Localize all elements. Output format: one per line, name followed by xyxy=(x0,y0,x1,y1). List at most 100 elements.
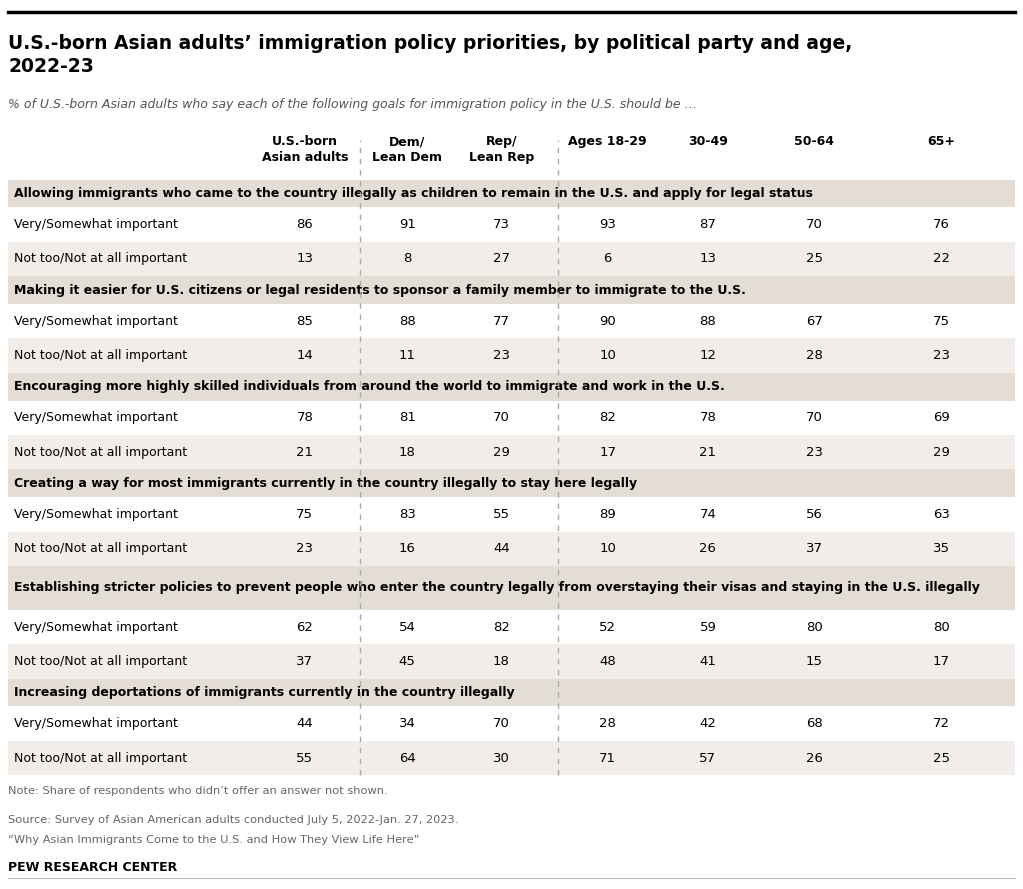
Bar xyxy=(8,372,1015,401)
Text: Making it easier for U.S. citizens or legal residents to sponsor a family member: Making it easier for U.S. citizens or le… xyxy=(14,284,746,297)
Text: 30: 30 xyxy=(493,751,509,765)
Text: 21: 21 xyxy=(297,445,313,459)
Text: 23: 23 xyxy=(297,542,313,556)
Bar xyxy=(8,207,1015,242)
Text: 27: 27 xyxy=(493,252,509,266)
Text: 80: 80 xyxy=(933,621,949,634)
Text: 17: 17 xyxy=(599,445,616,459)
Text: 34: 34 xyxy=(399,717,415,730)
Text: 78: 78 xyxy=(700,412,716,424)
Text: 70: 70 xyxy=(806,412,822,424)
Text: Very/Somewhat important: Very/Somewhat important xyxy=(14,218,178,231)
Text: Source: Survey of Asian American adults conducted July 5, 2022-Jan. 27, 2023.: Source: Survey of Asian American adults … xyxy=(8,815,458,825)
Text: 81: 81 xyxy=(399,412,415,424)
Text: 55: 55 xyxy=(297,751,313,765)
Text: Encouraging more highly skilled individuals from around the world to immigrate a: Encouraging more highly skilled individu… xyxy=(14,380,725,393)
Bar xyxy=(8,401,1015,435)
Text: 50-64: 50-64 xyxy=(794,135,835,148)
Bar xyxy=(8,707,1015,741)
Text: 70: 70 xyxy=(493,412,509,424)
Text: 74: 74 xyxy=(700,508,716,521)
Text: 23: 23 xyxy=(806,445,822,459)
Text: 30-49: 30-49 xyxy=(688,135,727,148)
Text: 45: 45 xyxy=(399,655,415,668)
Text: 91: 91 xyxy=(399,218,415,231)
Text: 57: 57 xyxy=(700,751,716,765)
Text: Not too/Not at all important: Not too/Not at all important xyxy=(14,542,187,556)
Text: 6: 6 xyxy=(604,252,612,266)
Text: 42: 42 xyxy=(700,717,716,730)
Text: 13: 13 xyxy=(700,252,716,266)
Text: 13: 13 xyxy=(297,252,313,266)
Bar xyxy=(8,610,1015,645)
Text: 28: 28 xyxy=(599,717,616,730)
Text: 80: 80 xyxy=(806,621,822,634)
Text: 16: 16 xyxy=(399,542,415,556)
Text: 75: 75 xyxy=(933,315,949,328)
Text: Not too/Not at all important: Not too/Not at all important xyxy=(14,751,187,765)
Text: 23: 23 xyxy=(493,349,509,362)
Text: 18: 18 xyxy=(399,445,415,459)
Text: Increasing deportations of immigrants currently in the country illegally: Increasing deportations of immigrants cu… xyxy=(14,686,515,699)
Text: 54: 54 xyxy=(399,621,415,634)
Text: 23: 23 xyxy=(933,349,949,362)
Text: Creating a way for most immigrants currently in the country illegally to stay he: Creating a way for most immigrants curre… xyxy=(14,477,637,490)
Text: 83: 83 xyxy=(399,508,415,521)
Text: Allowing immigrants who came to the country illegally as children to remain in t: Allowing immigrants who came to the coun… xyxy=(14,187,813,200)
Bar xyxy=(8,741,1015,775)
Text: Not too/Not at all important: Not too/Not at all important xyxy=(14,349,187,362)
Text: 11: 11 xyxy=(399,349,415,362)
Text: 65+: 65+ xyxy=(927,135,955,148)
Bar xyxy=(8,469,1015,497)
Text: 26: 26 xyxy=(806,751,822,765)
Text: 67: 67 xyxy=(806,315,822,328)
Text: Not too/Not at all important: Not too/Not at all important xyxy=(14,445,187,459)
Text: 10: 10 xyxy=(599,349,616,362)
Text: 14: 14 xyxy=(297,349,313,362)
Bar xyxy=(8,678,1015,707)
Text: 8: 8 xyxy=(403,252,411,266)
Text: 56: 56 xyxy=(806,508,822,521)
Bar xyxy=(8,435,1015,469)
Text: 63: 63 xyxy=(933,508,949,521)
Bar xyxy=(8,566,1015,610)
Text: Very/Somewhat important: Very/Somewhat important xyxy=(14,508,178,521)
Text: 12: 12 xyxy=(700,349,716,362)
Text: 70: 70 xyxy=(493,717,509,730)
Text: 41: 41 xyxy=(700,655,716,668)
Text: 70: 70 xyxy=(806,218,822,231)
Bar xyxy=(8,180,1015,207)
Text: Not too/Not at all important: Not too/Not at all important xyxy=(14,252,187,266)
Text: 55: 55 xyxy=(493,508,509,521)
Text: 25: 25 xyxy=(806,252,822,266)
Text: 72: 72 xyxy=(933,717,949,730)
Text: 21: 21 xyxy=(700,445,716,459)
Bar xyxy=(8,242,1015,276)
Text: 71: 71 xyxy=(599,751,616,765)
Bar xyxy=(8,304,1015,339)
Text: 29: 29 xyxy=(493,445,509,459)
Text: 22: 22 xyxy=(933,252,949,266)
Text: 59: 59 xyxy=(700,621,716,634)
Text: 82: 82 xyxy=(599,412,616,424)
Text: 75: 75 xyxy=(297,508,313,521)
Text: 44: 44 xyxy=(493,542,509,556)
Text: U.S.-born
Asian adults: U.S.-born Asian adults xyxy=(262,135,348,164)
Text: Very/Somewhat important: Very/Somewhat important xyxy=(14,412,178,424)
Text: Very/Somewhat important: Very/Somewhat important xyxy=(14,315,178,328)
Text: 44: 44 xyxy=(297,717,313,730)
Bar xyxy=(8,497,1015,532)
Text: 25: 25 xyxy=(933,751,949,765)
Bar xyxy=(8,339,1015,372)
Text: 76: 76 xyxy=(933,218,949,231)
Text: 73: 73 xyxy=(493,218,509,231)
Text: 69: 69 xyxy=(933,412,949,424)
Text: 77: 77 xyxy=(493,315,509,328)
Text: 37: 37 xyxy=(297,655,313,668)
Text: 17: 17 xyxy=(933,655,949,668)
Bar xyxy=(8,645,1015,678)
Text: “Why Asian Immigrants Come to the U.S. and How They View Life Here”: “Why Asian Immigrants Come to the U.S. a… xyxy=(8,835,419,845)
Text: U.S.-born Asian adults’ immigration policy priorities, by political party and ag: U.S.-born Asian adults’ immigration poli… xyxy=(8,34,852,76)
Text: Establishing stricter policies to prevent people who enter the country legally f: Establishing stricter policies to preven… xyxy=(14,581,980,595)
Text: 90: 90 xyxy=(599,315,616,328)
